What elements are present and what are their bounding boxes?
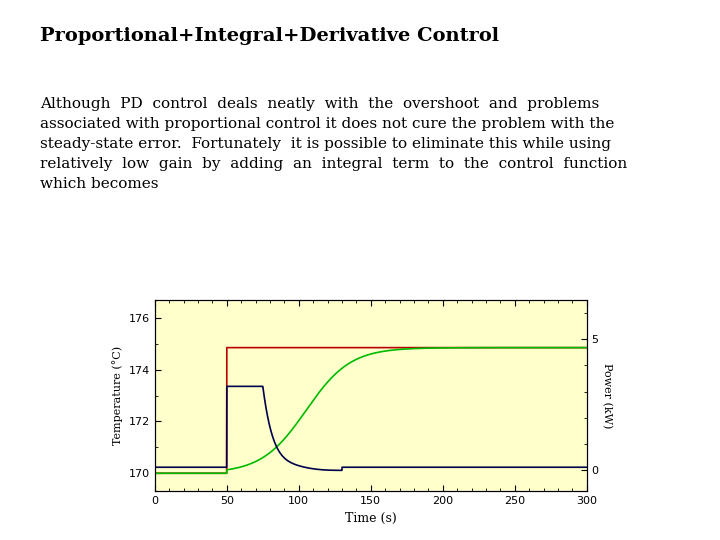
X-axis label: Time (s): Time (s) <box>345 512 397 525</box>
Text: Proportional+Integral+Derivative Control: Proportional+Integral+Derivative Control <box>40 27 499 45</box>
Y-axis label: Temperature (°C): Temperature (°C) <box>112 346 123 445</box>
Y-axis label: Power (kW): Power (kW) <box>602 363 613 428</box>
Text: Although  PD  control  deals  neatly  with  the  overshoot  and  problems
associ: Although PD control deals neatly with th… <box>40 97 627 191</box>
